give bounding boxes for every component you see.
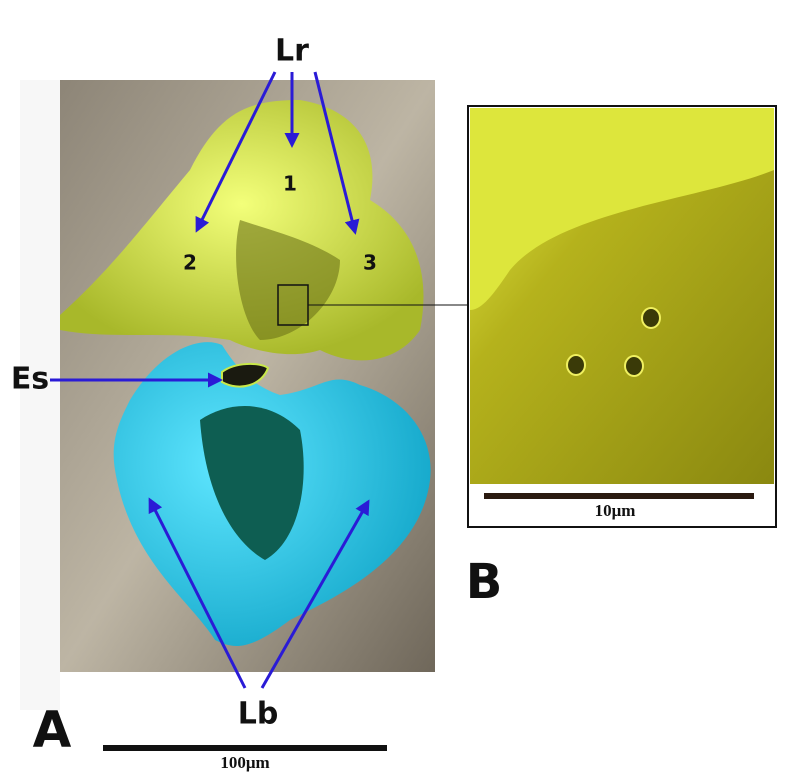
label: Lr (275, 34, 309, 69)
label: Es (11, 362, 49, 397)
label: 3 (363, 251, 377, 275)
figure: Lr 1 2 3 Es Lb A 100μm 10μm B (0, 0, 792, 773)
scale-label: 100μm (220, 753, 269, 772)
label: Lb (238, 697, 279, 732)
scale-label: 10μm (595, 501, 636, 520)
label: 1 (283, 172, 297, 196)
scale-bar (103, 745, 387, 751)
label: 2 (183, 251, 197, 275)
panel-label: A (33, 701, 72, 759)
panel-label: B (466, 554, 503, 610)
scale-bar (484, 493, 754, 499)
